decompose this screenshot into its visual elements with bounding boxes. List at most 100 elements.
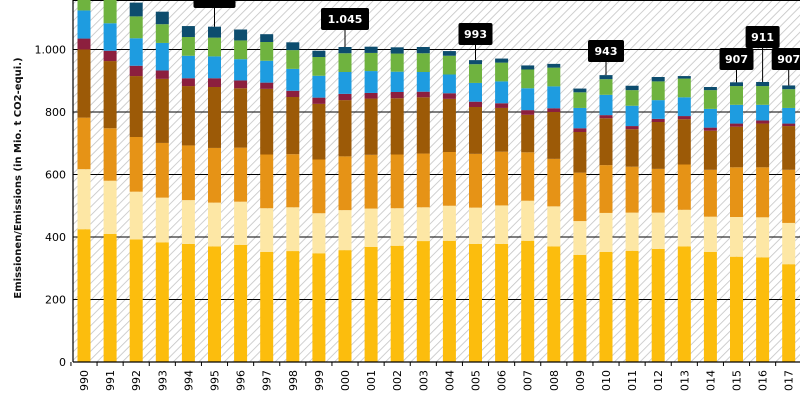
bar-segment bbox=[547, 86, 561, 109]
callout-box bbox=[719, 48, 754, 70]
bar-segment bbox=[677, 164, 691, 210]
x-tick-label: 000 bbox=[339, 370, 352, 391]
bar-segment bbox=[234, 244, 248, 362]
bar-stack-2006 bbox=[495, 58, 509, 362]
bar-segment bbox=[703, 130, 717, 170]
bar-segment bbox=[234, 40, 248, 60]
bar-segment bbox=[677, 97, 691, 117]
callout-box bbox=[193, 0, 236, 8]
bar-segment bbox=[77, 229, 91, 362]
bar-segment bbox=[521, 200, 535, 241]
bar-segment bbox=[181, 200, 195, 244]
bar-segment bbox=[677, 78, 691, 98]
bar-segment bbox=[338, 47, 352, 54]
bar-segment bbox=[338, 100, 352, 157]
bar-stack-1990 bbox=[77, 0, 91, 362]
bars bbox=[77, 0, 796, 362]
bar-segment bbox=[286, 97, 300, 155]
bar-segment bbox=[730, 104, 743, 124]
bar-stack-2011 bbox=[625, 85, 639, 362]
bar-segment bbox=[651, 81, 665, 101]
bar-segment bbox=[416, 241, 430, 362]
bar-segment bbox=[286, 42, 300, 51]
bar-segment bbox=[338, 156, 352, 211]
bar-segment bbox=[625, 166, 639, 213]
bar-segment bbox=[364, 247, 378, 362]
bar-segment bbox=[77, 38, 91, 50]
bar-segment bbox=[390, 208, 404, 246]
x-tick-label: 008 bbox=[548, 370, 561, 391]
bar-segment bbox=[442, 152, 456, 206]
bar-segment bbox=[260, 252, 274, 362]
bar-segment bbox=[782, 126, 796, 170]
bar-segment bbox=[390, 98, 404, 155]
callout-label: 1.045 bbox=[328, 13, 363, 26]
bar-stack-1995 bbox=[208, 26, 221, 362]
bar-segment bbox=[260, 88, 274, 155]
bar-segment bbox=[129, 239, 143, 362]
bar-segment bbox=[469, 153, 482, 208]
x-tick-label: 011 bbox=[626, 370, 639, 391]
bar-segment bbox=[129, 137, 143, 192]
bar-segment bbox=[312, 75, 326, 98]
bar-segment bbox=[782, 222, 796, 265]
bar-segment bbox=[573, 221, 587, 255]
callout-label: 943 bbox=[595, 45, 618, 58]
bar-segment bbox=[703, 87, 717, 91]
bar-segment bbox=[573, 88, 587, 93]
bar-segment bbox=[234, 147, 248, 202]
bar-segment bbox=[103, 233, 117, 362]
x-tick-label: 013 bbox=[678, 370, 691, 391]
bar-segment bbox=[416, 72, 430, 92]
bar-segment bbox=[651, 122, 665, 169]
bar-segment bbox=[703, 169, 717, 217]
bar-stack-2012 bbox=[651, 77, 665, 362]
bar-segment bbox=[442, 55, 456, 75]
bar-segment bbox=[338, 250, 352, 362]
bar-segment bbox=[260, 42, 274, 61]
bar-segment bbox=[286, 154, 300, 208]
bar-segment bbox=[521, 114, 535, 153]
bar-segment bbox=[495, 58, 509, 63]
axes bbox=[70, 0, 800, 366]
bar-segment bbox=[181, 86, 195, 146]
bar-segment bbox=[677, 246, 691, 362]
y-tick-label: 200 bbox=[45, 294, 66, 307]
bar-segment bbox=[364, 208, 378, 247]
bar-stack-2009 bbox=[573, 88, 587, 362]
bar-stack-2001 bbox=[364, 46, 378, 362]
bar-segment bbox=[782, 169, 796, 223]
bar-segment bbox=[469, 207, 482, 244]
bar-stack-1992 bbox=[129, 2, 143, 362]
bar-segment bbox=[260, 208, 274, 252]
bar-segment bbox=[390, 245, 404, 362]
bar-stack-2000 bbox=[338, 47, 352, 362]
bar-segment bbox=[469, 243, 482, 362]
bar-segment bbox=[573, 254, 587, 362]
bar-segment bbox=[756, 123, 770, 168]
bar-segment bbox=[338, 53, 352, 72]
bar-segment bbox=[495, 107, 509, 152]
bar-segment bbox=[390, 154, 404, 209]
bar-segment bbox=[364, 46, 378, 53]
bar-segment bbox=[208, 78, 221, 87]
callout-2016: 911 bbox=[745, 26, 780, 82]
bar-stack-2015 bbox=[730, 82, 743, 362]
callout-2005: 993 bbox=[458, 23, 493, 61]
bar-segment bbox=[155, 11, 169, 25]
callout-box bbox=[588, 40, 624, 62]
x-tick-label: 017 bbox=[783, 370, 796, 391]
bar-segment bbox=[730, 126, 743, 168]
bar-segment bbox=[260, 60, 274, 83]
bar-segment bbox=[208, 147, 221, 203]
bar-segment bbox=[651, 118, 665, 122]
bar-segment bbox=[703, 127, 717, 131]
bar-segment bbox=[234, 201, 248, 245]
bar-stack-1997 bbox=[260, 34, 274, 362]
bar-segment bbox=[625, 126, 639, 130]
bar-segment bbox=[312, 159, 326, 214]
bar-segment bbox=[129, 65, 143, 77]
bar-segment bbox=[390, 47, 404, 54]
bar-segment bbox=[181, 243, 195, 362]
